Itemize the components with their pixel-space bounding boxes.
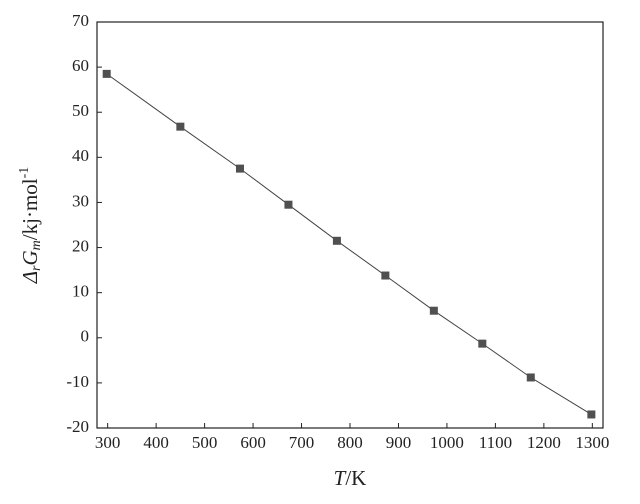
x-tick-label: 1000 bbox=[430, 433, 464, 452]
x-tick-label: 300 bbox=[95, 433, 121, 452]
data-point bbox=[176, 122, 185, 131]
data-point bbox=[381, 271, 390, 280]
x-tick-label: 700 bbox=[289, 433, 315, 452]
y-tick-label: -20 bbox=[66, 417, 89, 436]
data-line bbox=[106, 73, 592, 415]
data-point bbox=[526, 373, 535, 382]
y-tick-label: 0 bbox=[81, 327, 90, 346]
data-point bbox=[284, 200, 293, 209]
y-tick-label: 20 bbox=[72, 236, 89, 255]
x-tick-label: 1300 bbox=[575, 433, 609, 452]
x-tick-label: 500 bbox=[192, 433, 218, 452]
x-tick-label: 900 bbox=[386, 433, 412, 452]
data-point bbox=[235, 164, 244, 173]
x-tick-label: 1100 bbox=[479, 433, 512, 452]
x-axis-label: T/K bbox=[334, 466, 367, 490]
x-label-symbol: T bbox=[334, 466, 347, 490]
data-point bbox=[429, 306, 438, 315]
y-label-sub: m bbox=[29, 240, 44, 250]
y-label-unit: /kj·mol bbox=[18, 178, 42, 240]
y-tick-label: 10 bbox=[72, 282, 89, 301]
x-tick-label: 400 bbox=[143, 433, 169, 452]
data-point bbox=[587, 410, 596, 419]
y-tick-label: 70 bbox=[72, 11, 89, 30]
data-point bbox=[478, 339, 487, 348]
y-axis-label: ΔrGm/kj·mol-1 bbox=[17, 167, 44, 285]
data-point bbox=[332, 236, 341, 245]
x-tick-label: 600 bbox=[240, 433, 266, 452]
y-label-sup: -1 bbox=[17, 167, 32, 179]
y-tick-label: 60 bbox=[72, 56, 89, 75]
y-tick-label: 30 bbox=[72, 191, 89, 210]
x-tick-label: 1200 bbox=[527, 433, 561, 452]
y-label-sub: r bbox=[29, 265, 44, 271]
data-point bbox=[102, 69, 111, 78]
plot-frame bbox=[96, 21, 604, 429]
y-label-delta: Δ bbox=[18, 271, 42, 284]
y-label-g: G bbox=[18, 250, 42, 265]
x-label-unit: /K bbox=[345, 466, 366, 490]
x-tick-label: 800 bbox=[337, 433, 363, 452]
y-tick-label: 40 bbox=[72, 146, 89, 165]
y-tick-label: -10 bbox=[66, 372, 89, 391]
y-tick-label: 50 bbox=[72, 101, 89, 120]
